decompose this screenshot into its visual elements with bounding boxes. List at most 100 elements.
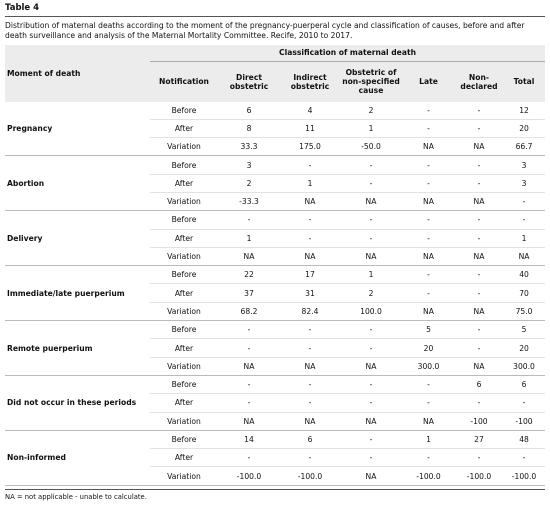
table-cell: 22 <box>218 265 280 285</box>
table-cell: NA <box>455 192 503 212</box>
table-cell: 3 <box>503 155 546 175</box>
column-header: Total <box>503 61 546 102</box>
table-row: Non-informed Before 14 6-1 27 48 <box>5 430 546 486</box>
table-cell: NA <box>455 247 503 267</box>
document: Table 4 Distribution of maternal deaths … <box>5 3 546 501</box>
table-cell: Variation <box>150 247 218 267</box>
table-cell: - <box>340 393 402 413</box>
table-cell: 14 <box>218 430 280 450</box>
table-cell: - <box>455 174 503 193</box>
table-cell: - <box>218 338 280 358</box>
table-cell: -100.0 <box>280 466 340 486</box>
table-cell: 20 <box>503 338 546 358</box>
column-header: Late <box>402 61 455 102</box>
header-row: Notification Direct obstetric Indirect obs… <box>5 61 546 102</box>
moment-cell: Abortion <box>5 155 150 212</box>
table-cell: 2 <box>340 101 402 120</box>
table-cell: NA <box>402 412 455 431</box>
table-cell: - <box>402 101 455 120</box>
table-cell: After <box>150 283 218 303</box>
table-cell: 1 <box>280 174 340 193</box>
table-cell: - <box>218 393 280 413</box>
table-row: Variation NA NA NA NA -100 -100 <box>5 412 546 431</box>
table-cell: After <box>150 174 218 193</box>
table-row: Variation 68.2 82.4 100.0 NA NA 75.0 <box>5 302 546 322</box>
table-cell: 68.2 <box>218 302 280 322</box>
table-row: Variation NA NA NA 300.0 NA 300.0 <box>5 357 546 376</box>
table-cell: - <box>455 155 503 175</box>
table-cell: 5 <box>402 320 455 340</box>
table-cell: - <box>218 210 280 230</box>
column-header: Indirect obstetric <box>280 61 340 102</box>
table-cell: After <box>150 119 218 139</box>
table-cell: 300.0 <box>503 357 546 376</box>
table-cell: NA <box>402 247 455 267</box>
table-cell: 27 <box>455 430 503 450</box>
table-cell: 37 <box>218 283 280 303</box>
table-row: Variation 33.3 175.0 -50.0 NA NA 66.7 <box>5 137 546 157</box>
table-cell: 20 <box>402 338 455 358</box>
table-cell: Before <box>150 155 218 175</box>
table-cell: - <box>340 229 402 248</box>
table-cell: 20 <box>503 119 546 139</box>
table-cell: 31 <box>280 283 340 303</box>
table-cell: 3 <box>218 155 280 175</box>
table-cell: 75.0 <box>503 302 546 322</box>
table-cell: - <box>340 320 402 340</box>
table-cell: Variation <box>150 137 218 157</box>
table-cell: Before <box>150 210 218 230</box>
table-cell: - <box>280 155 340 175</box>
table-cell: 70 <box>503 283 546 303</box>
table-cell: 66.7 <box>503 137 546 157</box>
table-cell: NA <box>402 137 455 157</box>
table-cell: Variation <box>150 192 218 212</box>
table-cell: -33.3 <box>218 192 280 212</box>
table-cell: 1 <box>340 119 402 139</box>
column-header: Non-declared <box>455 61 503 102</box>
table-cell: - <box>340 174 402 193</box>
table-body: Pregnancy Before 6 4 2- -12 After 8 11 1- -20 Varia… <box>5 101 546 486</box>
table-title: Table 4 <box>5 3 545 17</box>
table-cell: Variation <box>150 412 218 431</box>
moment-cell: Did not occur in these periods <box>5 375 150 431</box>
table-cell: 1 <box>340 265 402 285</box>
table-row: After - - - - - - <box>5 393 546 413</box>
table-cell: - <box>455 338 503 358</box>
table-cell: - <box>455 320 503 340</box>
table-cell: - <box>455 119 503 139</box>
table-cell: - <box>402 393 455 413</box>
table-cell: - <box>402 283 455 303</box>
table-cell: - <box>503 210 546 230</box>
table-cell: - <box>340 338 402 358</box>
table-cell: 5 <box>503 320 546 340</box>
table-row: After - - -20-20 <box>5 338 546 358</box>
moment-cell: Pregnancy <box>5 101 150 157</box>
table-cell: NA <box>218 357 280 376</box>
table-cell: 33.3 <box>218 137 280 157</box>
table-cell: 2 <box>340 283 402 303</box>
table-row: Remote puerperium Before - - -5-5 <box>5 320 546 376</box>
table-cell: - <box>402 448 455 468</box>
table-cell: - <box>280 229 340 248</box>
table-cell: 6 <box>455 375 503 395</box>
table-cell: - <box>402 210 455 230</box>
table-cell: NA <box>280 357 340 376</box>
table-head: Moment of death Classification of matern… <box>5 45 546 102</box>
table-cell: NA <box>402 192 455 212</box>
table-cell: - <box>280 375 340 395</box>
table-cell: NA <box>455 302 503 322</box>
table-row: Variation -100.0 -100.0 NA -100.0 -100.0 -100.… <box>5 466 546 486</box>
table-cell: - <box>455 101 503 120</box>
table-cell: 40 <box>503 265 546 285</box>
table-cell: - <box>340 430 402 450</box>
table-cell: NA <box>503 247 546 267</box>
table-cell: - <box>402 265 455 285</box>
table-row: After 2 1- - -3 <box>5 174 546 193</box>
table-cell: - <box>503 448 546 468</box>
table-row: Abortion Before 3- - - -3 <box>5 155 546 212</box>
table-cell: -100.0 <box>455 466 503 486</box>
table-cell: NA <box>280 192 340 212</box>
table-cell: 3 <box>503 174 546 193</box>
table-cell: - <box>340 448 402 468</box>
